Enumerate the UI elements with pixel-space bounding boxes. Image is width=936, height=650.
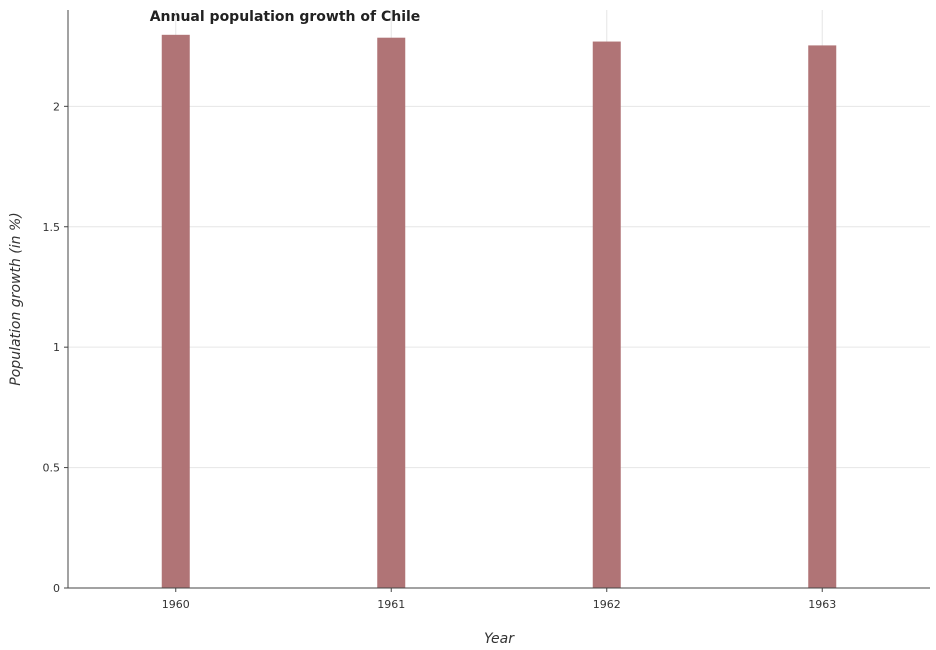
bar-1963 xyxy=(808,45,837,588)
x-tick-label: 1963 xyxy=(808,598,836,611)
y-axis-label: Population growth (in %) xyxy=(8,212,24,385)
bar-1962 xyxy=(592,41,621,588)
x-tick-label: 1961 xyxy=(377,598,405,611)
y-tick-label: 0 xyxy=(53,582,60,595)
bar-1961 xyxy=(377,37,406,588)
axes xyxy=(67,10,930,589)
x-axis-label: Year xyxy=(484,631,515,647)
bars xyxy=(161,34,837,588)
y-tick-label: 1.5 xyxy=(43,221,61,234)
tick-labels: 0 0.5 1 1.5 2 1960 1961 1962 1963 xyxy=(43,100,837,611)
x-tick-label: 1960 xyxy=(162,598,190,611)
chart-title: Annual population growth of Chile xyxy=(149,9,421,25)
bar-1960 xyxy=(161,34,190,588)
y-tick-label: 0.5 xyxy=(43,462,61,475)
grid-lines xyxy=(68,10,930,589)
y-tick-label: 1 xyxy=(53,341,60,354)
x-tick-label: 1962 xyxy=(593,598,621,611)
y-tick-label: 2 xyxy=(53,100,60,113)
